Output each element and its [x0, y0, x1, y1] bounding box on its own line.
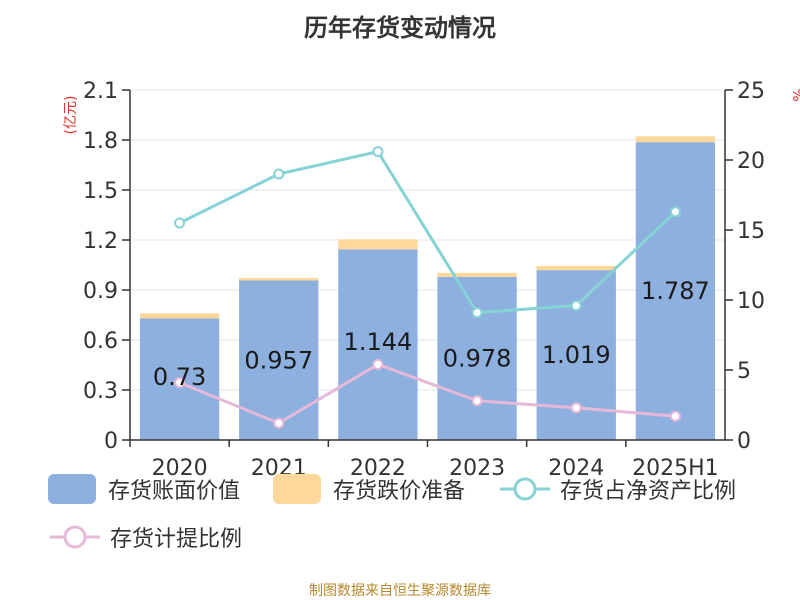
ratio-net-assets-point — [372, 146, 384, 158]
bar-book-value — [437, 277, 517, 440]
legend-label-provision: 存货跌价准备 — [333, 479, 466, 504]
lines — [174, 146, 681, 429]
y-right-unit: % — [789, 88, 800, 101]
source-note: 制图数据来自恒生聚源数据库 — [309, 583, 491, 599]
bar-book-value — [338, 249, 418, 440]
provision-ratio-line — [179, 362, 676, 425]
chart-title: 历年存货变动情况 — [304, 14, 496, 42]
legend-item-book-value[interactable]: 存货账面价值 — [48, 473, 240, 505]
y-left-tick-label: 0.9 — [83, 279, 118, 304]
y-left-tick-label: 1.2 — [83, 229, 118, 254]
bars — [139, 136, 716, 440]
y-right-tick-label: 5 — [737, 359, 751, 384]
x-tick-label: 2023 — [449, 456, 505, 481]
legend-swatch-provision — [273, 474, 321, 504]
bar-value-label: 1.019 — [542, 341, 611, 369]
x-tick-label: 2025H1 — [632, 456, 719, 481]
axes: 0 0.3 0.6 0.9 1.2 1.5 1.8 2.1 0 5 10 15 20 25 (亿元)% 202… — [63, 79, 800, 481]
y-left-tick-label: 2.1 — [83, 79, 118, 104]
ratio-net-assets-point — [471, 307, 483, 319]
provision-ratio-point — [471, 395, 483, 407]
y-left-tick-label: 1.8 — [83, 129, 118, 154]
provision-ratio-point — [174, 377, 186, 389]
data-labels: 0.73 0.957 1.144 0.978 1.019 1.787 — [153, 277, 710, 391]
bar-provision — [239, 278, 319, 281]
y-right-tick-label: 0 — [737, 429, 751, 454]
grid-lines — [130, 89, 725, 391]
ratio-net-assets-point — [669, 206, 681, 218]
bar-value-label: 0.957 — [244, 346, 313, 374]
provision-ratio-point — [372, 358, 384, 370]
provision-ratio-point — [570, 402, 582, 414]
provision-ratio-point — [273, 417, 285, 429]
bar-provision — [536, 266, 616, 271]
y-left-tick-label: 1.5 — [83, 179, 118, 204]
bar-value-label: 1.144 — [344, 328, 413, 356]
legend-marker-ratio-net-assets — [500, 477, 550, 501]
ratio-net-assets-line — [178, 149, 677, 315]
y-right-tick-label: 25 — [737, 79, 765, 104]
legend-swatch-book-value — [48, 474, 96, 504]
legend-item-provision[interactable]: 存货跌价准备 — [273, 473, 465, 505]
y-left-unit: (亿元) — [63, 96, 79, 135]
bar-value-label: 0.73 — [153, 363, 206, 391]
bar-provision — [139, 313, 220, 319]
y-right-tick-label: 20 — [737, 149, 765, 174]
bar-book-value — [635, 142, 716, 440]
legend-label-book-value: 存货账面价值 — [108, 479, 241, 504]
x-tick-label: 2024 — [548, 456, 604, 481]
x-tick-label: 2020 — [152, 456, 208, 481]
y-right-tick-label: 15 — [737, 219, 765, 244]
legend-label-ratio-net-assets: 存货占净资产比例 — [560, 479, 737, 504]
x-tick-label: 2022 — [350, 456, 406, 481]
legend-item-provision-ratio[interactable]: 存货计提比例 — [48, 521, 242, 553]
y-left-tick-label: 0 — [104, 429, 118, 454]
bar-value-label: 0.978 — [443, 345, 512, 373]
ratio-net-assets-point — [570, 300, 582, 312]
bar-value-label: 1.787 — [641, 277, 710, 305]
legend-marker-provision-ratio — [50, 525, 100, 549]
provision-ratio-point — [669, 410, 681, 422]
y-right-tick-label: 10 — [737, 289, 765, 314]
legend-label-provision-ratio: 存货计提比例 — [110, 527, 243, 552]
legend-item-ratio-net-assets[interactable]: 存货占净资产比例 — [498, 473, 736, 505]
y-left-tick-label: 0.3 — [83, 379, 118, 404]
ratio-net-assets-point — [273, 168, 285, 180]
bar-provision — [635, 136, 716, 143]
ratio-net-assets-point — [174, 217, 186, 229]
bar-provision — [437, 272, 517, 277]
bar-provision — [338, 239, 418, 250]
y-left-tick-label: 0.6 — [83, 329, 118, 354]
